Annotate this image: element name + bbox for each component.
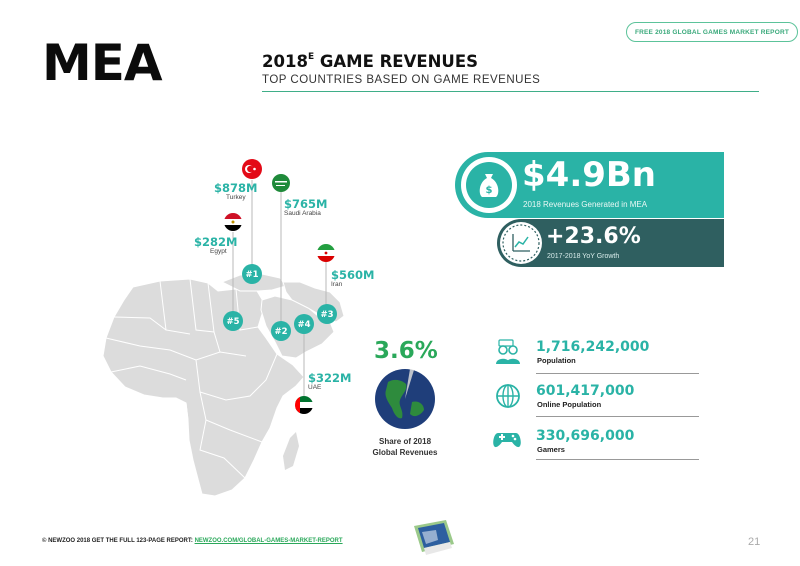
rank-marker-1 [242, 264, 262, 284]
globe-icon [496, 384, 520, 408]
rank-marker-5 [223, 311, 243, 331]
saudi-arabia-value: $765M [284, 197, 328, 211]
rank-1: #1 [245, 270, 258, 280]
population-label: Population [537, 356, 576, 365]
report-link[interactable]: NEWZOO.COM/GLOBAL-GAMES-MARKET-REPORT [194, 538, 343, 544]
region-title: MEA [42, 34, 163, 92]
madagascar-landmass [283, 432, 299, 470]
free-report-link[interactable]: FREE 2018 GLOBAL GAMES MARKET REPORT [626, 22, 798, 42]
report-cover-thumbnail[interactable] [408, 518, 458, 558]
turkey-name: Turkey [226, 194, 246, 201]
egypt-name: Egypt [210, 248, 227, 255]
rank-2: #2 [274, 327, 287, 337]
page-title: 2018E GAME REVENUES [262, 52, 478, 71]
rank-marker-4 [294, 314, 314, 334]
egypt-flag [224, 213, 242, 231]
rank-5: #5 [226, 317, 239, 327]
globe-illustration [375, 369, 435, 429]
gamers-value: 330,696,000 [536, 428, 635, 444]
share-value: 3.6% [374, 338, 438, 364]
rank-marker-2 [271, 321, 291, 341]
title-divider [262, 91, 759, 92]
rank-4: #4 [297, 320, 310, 330]
footer: © NEWZOO 2018 GET THE FULL 123-PAGE REPO… [42, 538, 343, 544]
share-label-line2: Global Revenues [372, 447, 438, 457]
growth-chart-icon [500, 222, 542, 264]
title-year: 2018 [262, 52, 308, 71]
stat-divider [536, 459, 699, 460]
growth-value: +23.6% [546, 224, 641, 249]
online-population-value: 601,417,000 [536, 383, 635, 399]
iran-value: $560M [331, 268, 375, 282]
rank-3: #3 [320, 310, 333, 320]
online-population-label: Online Population [537, 400, 602, 409]
iran-name: Iran [331, 281, 343, 288]
growth-label: 2017-2018 YoY Growth [547, 253, 620, 260]
egypt-value: $282M [194, 235, 238, 249]
rank-marker-3 [317, 304, 337, 324]
population-value: 1,716,242,000 [536, 339, 650, 355]
iran-flag [317, 244, 335, 262]
svg-text:$: $ [486, 185, 493, 196]
saudi-arabia-name: Saudi Arabia [284, 210, 321, 217]
turkey-value: $878M [214, 181, 258, 195]
africa-landmass [102, 278, 305, 497]
uae-value: $322M [308, 371, 352, 385]
stat-divider [536, 373, 699, 374]
stat-divider [536, 416, 699, 417]
gamepad-icon [493, 433, 521, 448]
uae-name: UAE [308, 384, 322, 391]
revenue-label: 2018 Revenues Generated in MEA [523, 200, 648, 209]
saudi-arabia-flag [272, 174, 290, 192]
money-bag-icon: $ [466, 162, 512, 208]
revenue-value: $4.9Bn [522, 155, 657, 195]
page-subtitle: TOP COUNTRIES BASED ON GAME REVENUES [262, 74, 541, 86]
people-icon [496, 339, 520, 364]
share-label: Share of 2018 Global Revenues [350, 437, 460, 459]
gamers-label: Gamers [537, 445, 565, 454]
title-estimate-mark: E [307, 52, 315, 62]
uae-flag [295, 396, 313, 414]
title-rest: GAME REVENUES [319, 52, 478, 71]
page-number: 21 [748, 536, 761, 548]
turkey-flag [242, 159, 262, 179]
footer-copyright: © NEWZOO 2018 GET THE FULL 123-PAGE REPO… [42, 538, 195, 544]
share-label-line1: Share of 2018 [378, 437, 432, 446]
